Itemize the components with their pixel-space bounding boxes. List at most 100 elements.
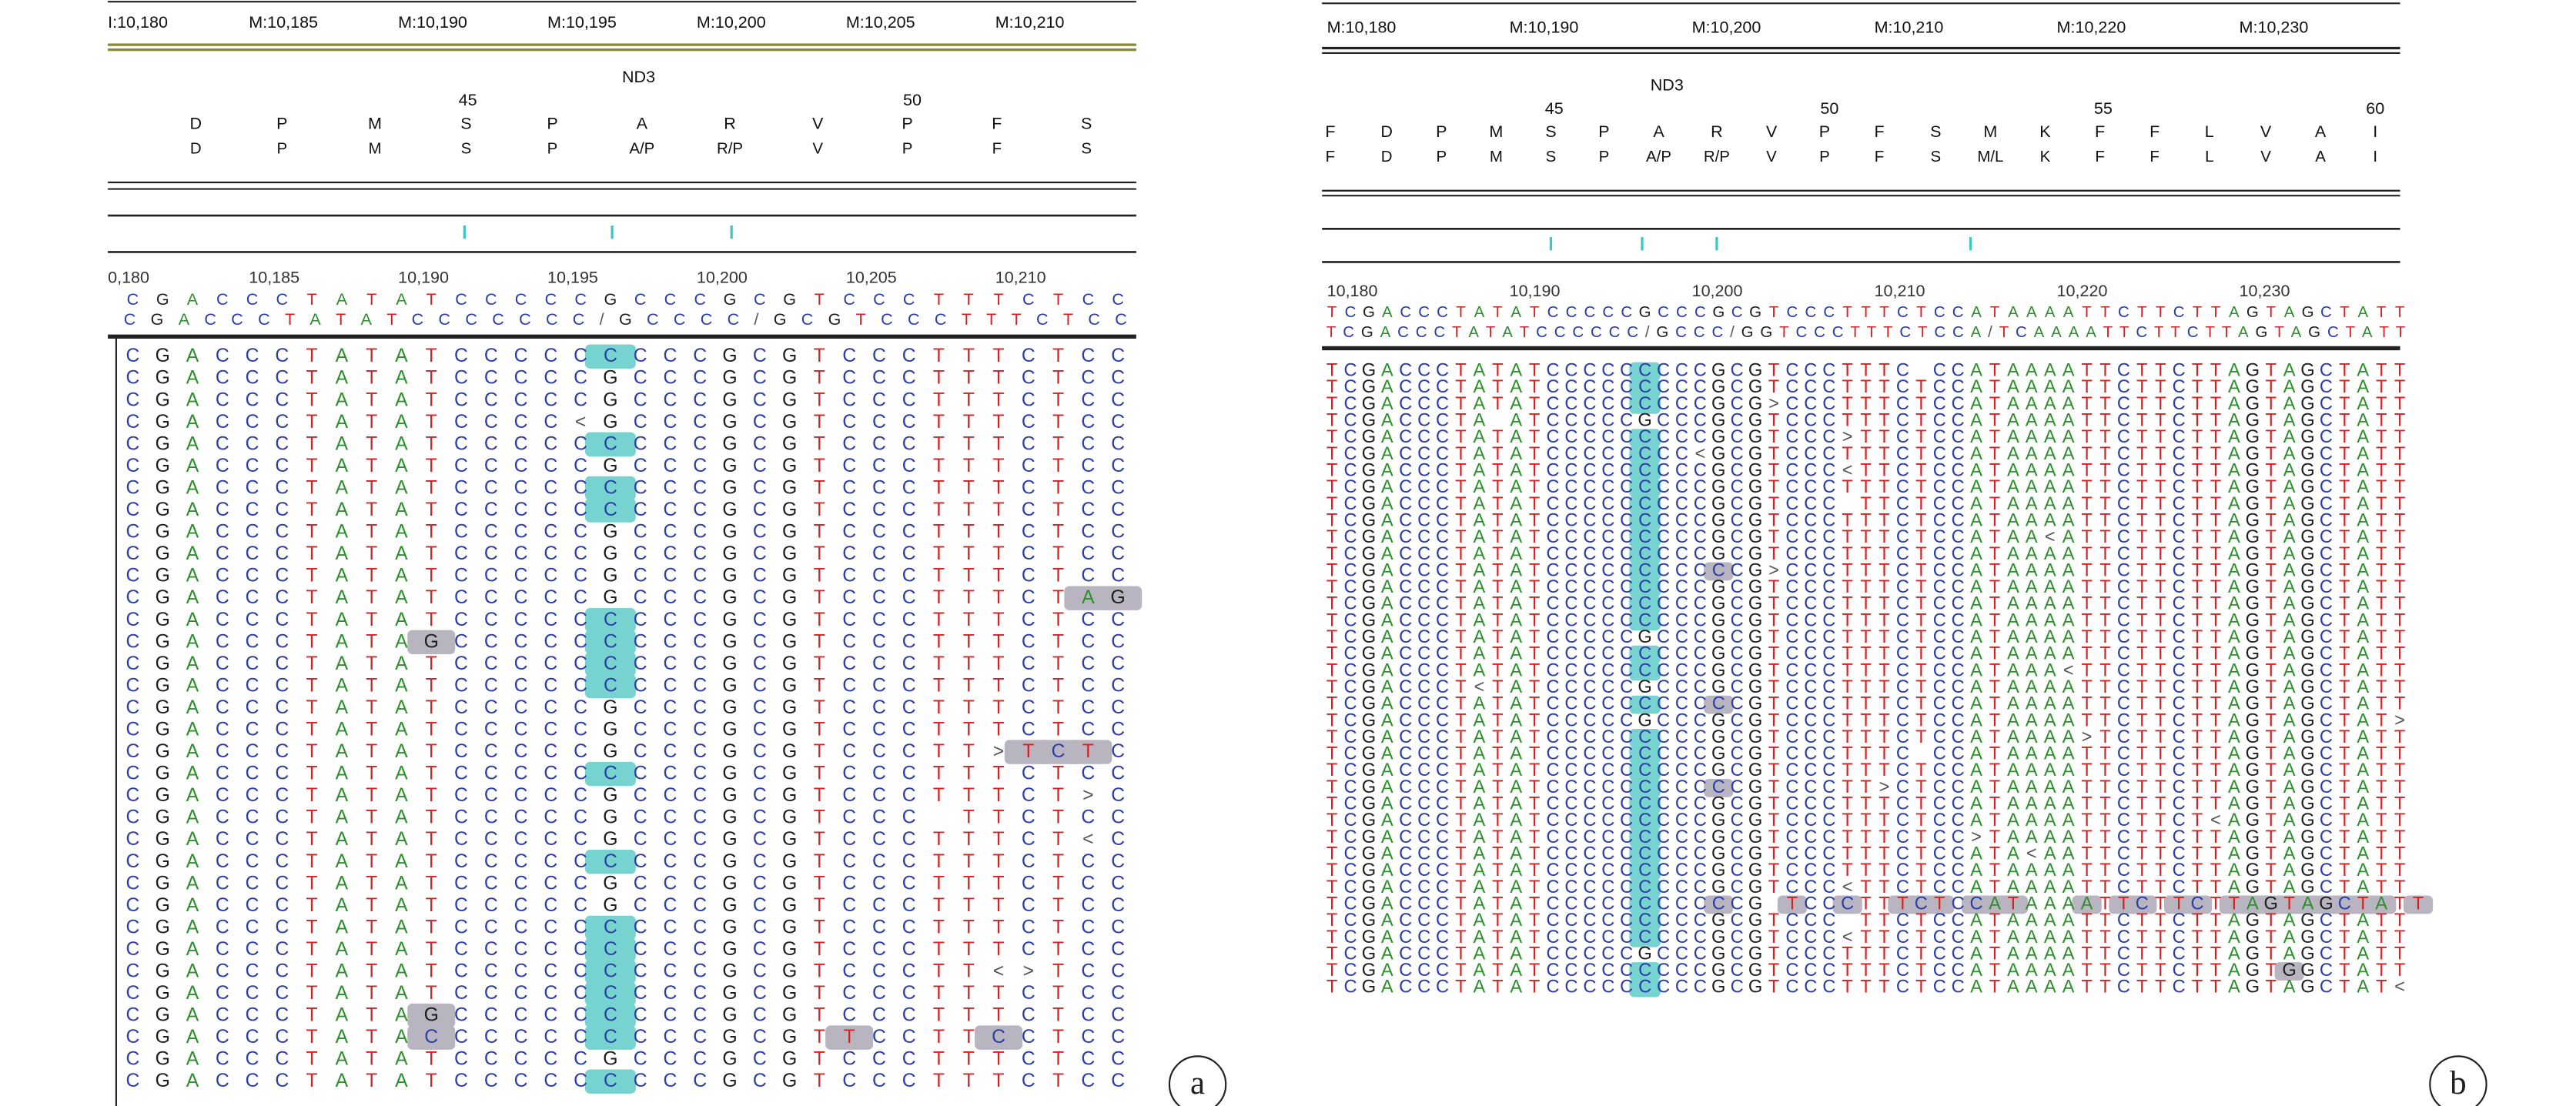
mismatch-highlight xyxy=(1998,895,2029,914)
mismatch-highlight xyxy=(1629,912,1661,931)
mismatch-highlight xyxy=(584,498,636,523)
ruler-label: M:10,230 xyxy=(2240,18,2309,36)
mismatch-highlight xyxy=(1629,612,1661,631)
mismatch-highlight xyxy=(1629,928,1661,947)
amino-acid-ref: P xyxy=(547,114,557,132)
mismatch-highlight xyxy=(584,761,636,787)
ruler-label: M:10,180 xyxy=(1327,18,1397,36)
codon-number: 45 xyxy=(459,91,477,109)
read-sequence: T C G A C C C T < T A T C C C C C G C C C G C G T C C C T T T C T C C A T A A A… xyxy=(1326,677,2406,697)
mismatch-highlight xyxy=(2403,895,2434,914)
mismatch-highlight xyxy=(584,673,636,699)
mismatch-highlight xyxy=(2182,895,2213,914)
consensus-sequence: C G A C C C T A T A T C C C C C C C / G C C C C / G C G T C C C T T T C T C C xyxy=(124,309,1127,328)
mismatch-highlight xyxy=(1629,795,1661,814)
mismatch-highlight xyxy=(584,608,636,633)
amino-acid-ref: F xyxy=(992,114,1002,132)
amino-acid-ref: S xyxy=(460,114,471,132)
amino-acid-ref: F xyxy=(2095,122,2105,141)
ruler-label: 10,200 xyxy=(697,269,748,287)
amino-acid-ref: M xyxy=(1489,122,1503,141)
mismatch-highlight xyxy=(1925,895,1955,914)
amino-acid-ref: S xyxy=(1545,122,1556,141)
mismatch-highlight xyxy=(1629,762,1661,781)
mismatch-highlight xyxy=(584,1003,636,1028)
amino-acid-ref: M xyxy=(1983,122,1997,141)
ruler-label: M:10,210 xyxy=(1875,18,1944,36)
gene-name: ND3 xyxy=(622,68,655,86)
mismatch-highlight xyxy=(1629,662,1661,681)
amino-acid-ref: D xyxy=(1380,122,1393,141)
mismatch-highlight xyxy=(1064,740,1112,764)
amino-acid-ref: V xyxy=(2260,122,2272,141)
read-sequence: T C G A C C C T A T A T C C C C C C C C C C C G T C C C T T > C T C C A T A A A… xyxy=(1326,777,2406,797)
amino-acid-sample: F xyxy=(1326,148,1336,165)
amino-acid-sample: A xyxy=(2315,148,2326,165)
read-sequence: C G A C C C T A T A T C C C C C G C C C G C G T C C C T T T C T > C xyxy=(125,785,1125,806)
mismatch-highlight xyxy=(584,959,636,984)
panel-label: a xyxy=(1190,1065,1205,1101)
mismatch-highlight xyxy=(1629,462,1661,481)
mismatch-highlight xyxy=(1704,895,1734,914)
read-sequence: T C G A C C C T A T A T C C C C C C C C C G C G T C C C T T T C T C C A T A < A… xyxy=(1326,844,2406,864)
ruler-label: 0,180 xyxy=(108,269,149,287)
mismatch-highlight xyxy=(407,630,456,655)
mismatch-highlight xyxy=(1629,362,1661,381)
ruler-label: M:10,190 xyxy=(398,13,467,32)
panel-label: b xyxy=(2450,1065,2467,1101)
mismatch-highlight xyxy=(2127,895,2157,914)
mismatch-highlight xyxy=(1704,778,1734,797)
mismatch-highlight xyxy=(825,1025,874,1050)
ruler-label: M:10,210 xyxy=(995,13,1065,32)
mismatch-highlight xyxy=(584,432,636,457)
amino-acid-sample: P xyxy=(902,139,913,157)
codon-number: 60 xyxy=(2366,99,2384,118)
amino-acid-ref: V xyxy=(1766,122,1778,141)
amino-acid-ref: S xyxy=(1081,114,1092,132)
mismatch-highlight xyxy=(584,344,636,369)
mismatch-highlight xyxy=(584,630,636,655)
amino-acid-sample: P xyxy=(1436,148,1447,165)
read-sequence: T C G A C C C T A T A T C C C C C C C C C G C G T C C C T T T C T C C A T A A <… xyxy=(1326,527,2406,547)
amino-acid-sample: M/L xyxy=(1977,148,2003,165)
read-sequence: T C G A C C C T A T A T C C C C C C C C C G C G T C C C > T T C T C C A T A A A… xyxy=(1326,427,2406,447)
mismatch-highlight xyxy=(1629,562,1661,581)
amino-acid-sample: R/P xyxy=(717,139,743,157)
mismatch-highlight xyxy=(1629,978,1661,997)
mismatch-highlight xyxy=(584,937,636,962)
mismatch-highlight xyxy=(584,652,636,677)
mismatch-highlight xyxy=(1629,379,1661,398)
amino-acid-sample: L xyxy=(2205,148,2213,165)
read-sequence: T C G A C C C T A T A T C C C C C C C C C G C G T C C C < T T C T C C A T A A A… xyxy=(1326,461,2406,481)
ruler-label: 10,210 xyxy=(1875,282,1925,300)
mismatch-highlight xyxy=(1629,595,1661,614)
amino-acid-sample: P xyxy=(547,139,558,157)
amino-acid-sample: D xyxy=(1381,148,1393,165)
ruler-label: 10,190 xyxy=(1510,282,1561,300)
